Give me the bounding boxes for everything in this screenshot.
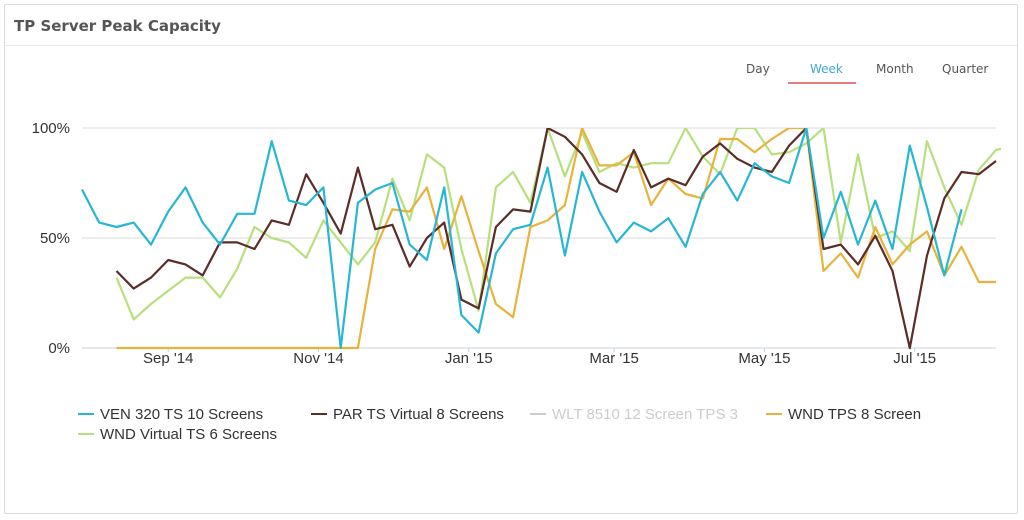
legend-label: PAR TS Virtual 8 Screens: [333, 406, 504, 423]
panel-title: TP Server Peak Capacity: [14, 17, 221, 35]
tab-day[interactable]: Day: [746, 62, 770, 76]
legend-item[interactable]: WLT 8510 12 Screen TPS 3: [530, 406, 738, 423]
x-tick-label: Jul '15: [893, 350, 936, 367]
legend-item[interactable]: VEN 320 TS 10 Screens: [78, 406, 263, 423]
range-tabs: Day Week Month Quarter: [0, 62, 1024, 92]
series-line-0: [81, 128, 963, 350]
x-tick-label: Mar '15: [589, 350, 639, 367]
x-tick-label: Nov '14: [293, 350, 343, 367]
legend-label: WND TPS 8 Screen: [788, 406, 922, 423]
legend-label: WLT 8510 12 Screen TPS 3: [552, 406, 738, 423]
legend-swatch: [78, 413, 94, 416]
y-tick-label: 0%: [48, 340, 70, 357]
active-tab-indicator: [788, 82, 856, 84]
legend-label: VEN 320 TS 10 Screens: [100, 406, 264, 423]
title-divider: [5, 45, 1017, 46]
x-tick-label: May '15: [738, 350, 790, 367]
legend-swatch: [766, 413, 782, 416]
x-tick-label: Sep '14: [143, 350, 193, 367]
tab-month[interactable]: Month: [876, 62, 914, 76]
series-line-1: [115, 128, 997, 350]
legend-swatch: [311, 413, 327, 416]
tab-quarter[interactable]: Quarter: [942, 62, 989, 76]
x-tick-label: Jan '15: [445, 350, 493, 367]
legend-label: WND Virtual TS 6 Screens: [100, 426, 278, 443]
y-tick-label: 50%: [40, 230, 70, 247]
series-line-4: [115, 128, 1001, 321]
legend-swatch: [530, 413, 546, 416]
tab-week[interactable]: Week: [810, 62, 843, 76]
legend-item[interactable]: WND TPS 8 Screen: [766, 406, 921, 423]
legend-item[interactable]: PAR TS Virtual 8 Screens: [311, 406, 504, 423]
legend-swatch: [78, 433, 94, 436]
chart-panel: TP Server Peak Capacity: [4, 4, 1018, 514]
y-tick-label: 100%: [32, 120, 70, 137]
legend-item[interactable]: WND Virtual TS 6 Screens: [78, 426, 277, 443]
